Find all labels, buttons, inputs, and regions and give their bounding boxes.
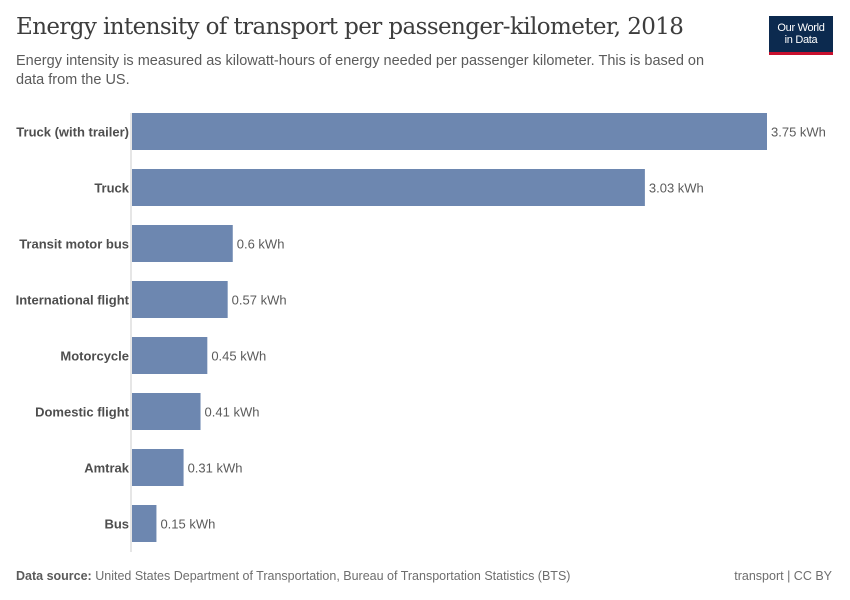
owid-logo[interactable]: Our World in Data xyxy=(769,16,833,55)
data-source: Data source: United States Department of… xyxy=(16,569,570,583)
bar[interactable] xyxy=(132,113,767,150)
source-label: Data source: xyxy=(16,569,92,583)
bar[interactable] xyxy=(132,169,645,206)
logo-line-2: in Data xyxy=(784,34,818,46)
bar[interactable] xyxy=(132,505,157,542)
category-label: Motorcycle xyxy=(60,349,129,364)
bar[interactable] xyxy=(132,225,233,262)
value-label: 0.15 kWh xyxy=(160,517,215,532)
bar[interactable] xyxy=(132,337,208,374)
logo-line-1: Our World xyxy=(777,22,825,34)
value-label: 0.41 kWh xyxy=(205,405,260,420)
bar[interactable] xyxy=(132,393,201,430)
value-label: 3.75 kWh xyxy=(771,125,826,140)
value-label: 0.6 kWh xyxy=(237,237,285,252)
value-label: 0.31 kWh xyxy=(188,461,243,476)
category-label: Bus xyxy=(104,517,129,532)
category-label: International flight xyxy=(16,293,130,308)
license-link[interactable]: transport | CC BY xyxy=(734,569,832,583)
category-label: Truck (with trailer) xyxy=(16,125,129,140)
chart-title: Energy intensity of transport per passen… xyxy=(16,14,684,40)
chart-subtitle: Energy intensity is measured as kilowatt… xyxy=(16,53,705,88)
category-label: Domestic flight xyxy=(35,405,130,420)
source-text: United States Department of Transportati… xyxy=(95,569,571,583)
bar[interactable] xyxy=(132,281,228,318)
category-label: Truck xyxy=(94,181,129,196)
value-label: 0.45 kWh xyxy=(211,349,266,364)
bar[interactable] xyxy=(132,449,184,486)
category-label: Transit motor bus xyxy=(19,237,129,252)
value-label: 0.57 kWh xyxy=(232,293,287,308)
value-label: 3.03 kWh xyxy=(649,181,704,196)
category-label: Amtrak xyxy=(84,461,130,476)
